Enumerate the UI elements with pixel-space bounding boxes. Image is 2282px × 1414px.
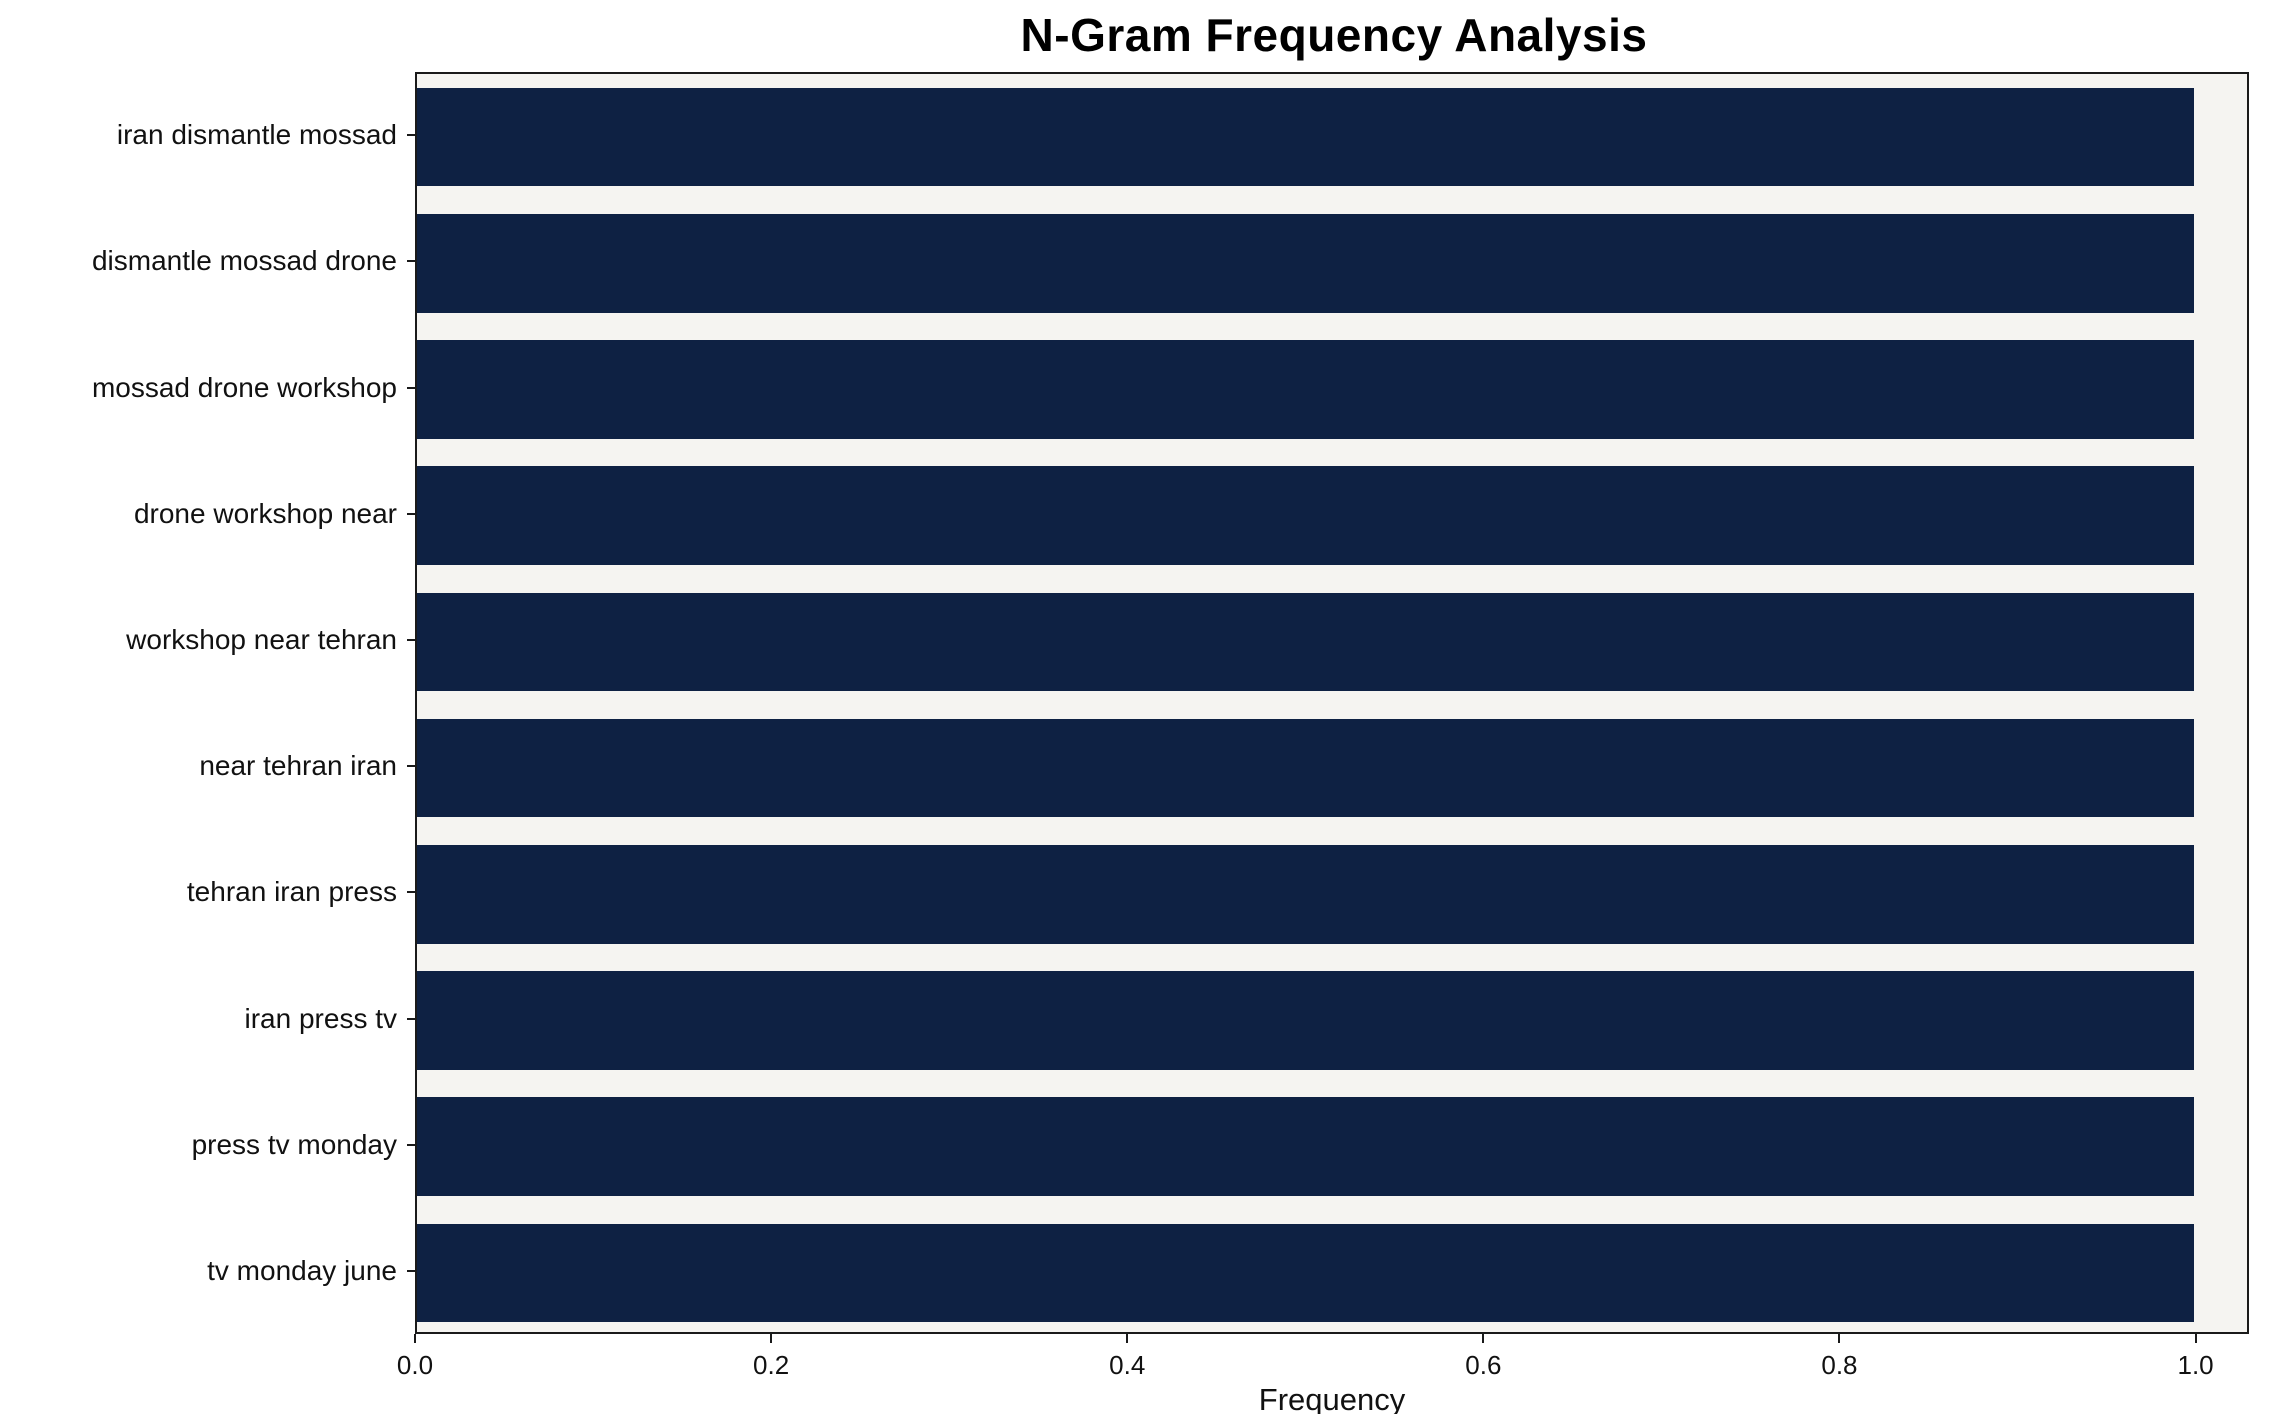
y-tick-label: iran press tv [244, 1002, 398, 1034]
y-tick-label: near tehran iran [199, 750, 397, 782]
bar [417, 845, 2194, 944]
bar [417, 466, 2194, 565]
y-tick-mark [407, 1143, 415, 1146]
y-tick-label: tehran iran press [186, 876, 397, 908]
bar [417, 340, 2194, 439]
y-tick-label: dismantle mossad drone [91, 245, 397, 277]
y-tick-mark [407, 386, 415, 389]
bar [417, 1223, 2194, 1323]
x-tick-label: 0.4 [1109, 1350, 1146, 1380]
y-tick-label: workshop near tehran [126, 623, 397, 655]
bar [417, 971, 2194, 1070]
y-tick-mark [407, 1269, 415, 1272]
y-tick-label: drone workshop near [133, 497, 397, 529]
x-tick-label: 0.6 [1465, 1350, 1502, 1380]
x-tick-mark [2194, 1334, 2197, 1343]
y-tick-label: mossad drone workshop [91, 371, 397, 403]
x-tick-label: 0.0 [396, 1350, 434, 1380]
y-tick-label: press tv monday [191, 1128, 397, 1160]
y-tick-mark [407, 512, 415, 515]
y-tick-label: tv monday june [207, 1254, 397, 1286]
x-tick-label: 1.0 [2177, 1350, 2214, 1380]
x-tick-mark [770, 1334, 773, 1343]
x-tick-mark [1838, 1334, 1841, 1343]
y-tick-mark [407, 765, 415, 768]
plot-area [415, 72, 2249, 1334]
x-tick-mark [1126, 1334, 1129, 1343]
y-tick-mark [407, 638, 415, 641]
x-tick-mark [414, 1334, 416, 1343]
bar [417, 592, 2194, 692]
bar [417, 718, 2194, 818]
x-tick-label: 0.2 [753, 1350, 790, 1380]
x-axis-title: Frequency [1258, 1382, 1406, 1414]
y-tick-mark [407, 1017, 415, 1020]
y-tick-mark [407, 260, 415, 263]
y-tick-mark [407, 134, 415, 137]
bar [417, 87, 2194, 187]
bar [417, 214, 2194, 313]
y-tick-label: iran dismantle mossad [116, 119, 397, 151]
chart-title: N-Gram Frequency Analysis [1020, 9, 1648, 61]
x-tick-label: 0.8 [1821, 1350, 1858, 1380]
y-tick-mark [407, 891, 415, 894]
x-tick-mark [1482, 1334, 1485, 1343]
bar [417, 1097, 2194, 1196]
